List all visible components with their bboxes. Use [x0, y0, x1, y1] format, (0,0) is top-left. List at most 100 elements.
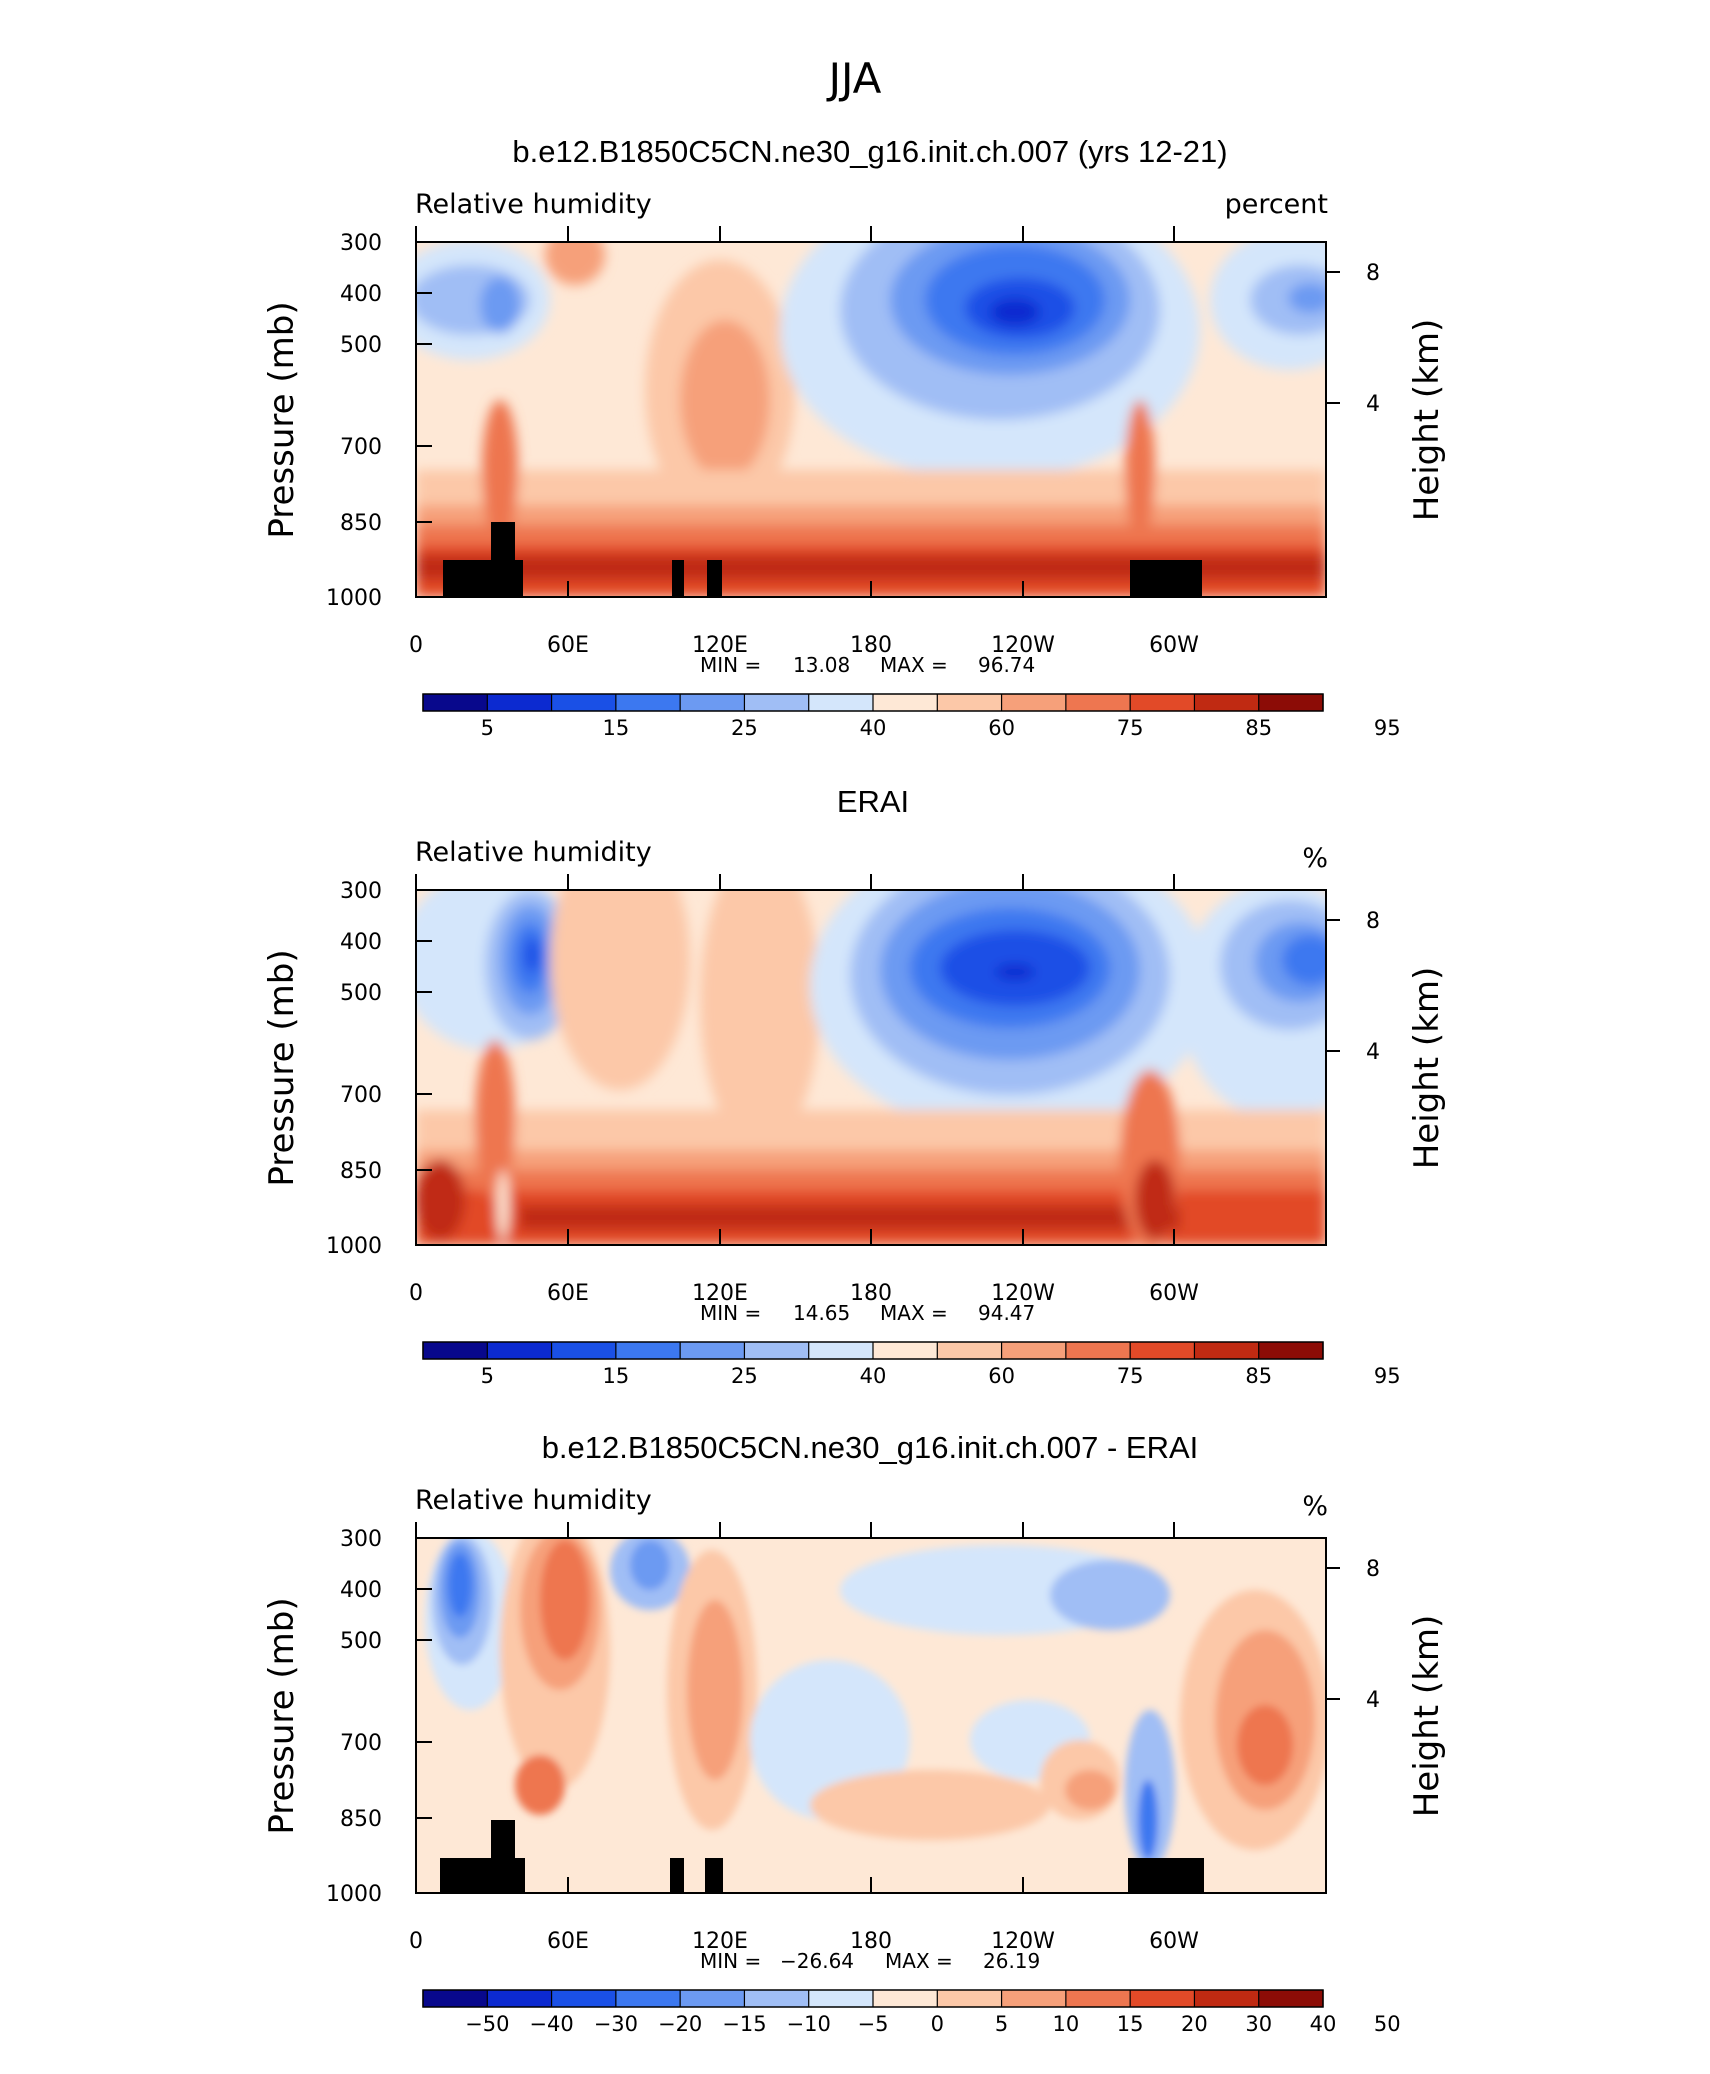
dry-region-west — [524, 937, 540, 973]
wet-bias — [515, 1755, 565, 1815]
colorbar-swatch — [1194, 1990, 1260, 2007]
colorbar-label: 5 — [481, 1364, 494, 1388]
colorbar-swatch — [680, 694, 745, 711]
dry-bias — [1138, 1780, 1158, 1860]
y2-tick-labels: 8 4 — [1366, 909, 1380, 1065]
min-value: 14.65 — [793, 1301, 850, 1325]
colorbar-label: 95 — [1374, 1364, 1401, 1388]
colorbar-swatch — [423, 1990, 488, 2007]
panel-model: b.e12.B1850C5CN.ne30_g16.init.ch.007 (yr… — [262, 134, 1447, 740]
x-tick-label: 0 — [409, 1281, 423, 1306]
x-tick-label: 120E — [692, 633, 748, 658]
min-value: −26.64 — [780, 1949, 854, 1973]
y2-tick-labels: 8 4 — [1366, 261, 1380, 417]
panel-model-right-label: percent — [1225, 189, 1328, 220]
x-tick-label: 0 — [409, 633, 423, 658]
colorbar-swatch — [744, 1990, 810, 2007]
min-label: MIN = — [700, 1301, 761, 1325]
min-value: 13.08 — [793, 653, 850, 677]
colorbar-label: 75 — [1117, 1364, 1144, 1388]
wet-bias — [540, 1540, 590, 1660]
y2-tick-label: 8 — [1366, 1557, 1380, 1582]
y2-axis-title: Height (km) — [1407, 319, 1447, 522]
colorbar-swatch — [1065, 694, 1131, 711]
y-axis-left — [416, 1537, 432, 1894]
y2-tick-label: 4 — [1366, 392, 1380, 417]
max-value: 26.19 — [983, 1949, 1040, 1973]
colorbar-swatch — [1130, 1342, 1195, 1359]
moist-region — [1125, 400, 1155, 540]
colorbar-swatch — [1001, 694, 1067, 711]
colorbar-label: 50 — [1374, 2012, 1401, 2036]
colorbar: 5 15 25 40 60 75 85 95 — [422, 693, 1401, 740]
x-tick-labels: 0 60E 120E 180 120W 60W — [409, 633, 1199, 658]
y-tick-labels: 300 400 500 700 850 1000 — [326, 879, 382, 1259]
y-axis-right — [1326, 1567, 1340, 1700]
wet-bias — [1237, 1705, 1293, 1785]
panel-obs-right-label: % — [1302, 843, 1328, 874]
y2-tick-label: 4 — [1366, 1040, 1380, 1065]
x-tick-label: 60W — [1149, 1281, 1199, 1306]
colorbar-frame — [422, 1989, 1324, 2008]
y-axis-title: Pressure (mb) — [262, 301, 302, 538]
colorbar-swatch — [1001, 1342, 1067, 1359]
colorbar-swatch — [551, 1990, 617, 2007]
topography — [443, 522, 1202, 597]
colorbar-frame — [422, 1341, 1324, 1360]
y-tick-label: 400 — [340, 930, 382, 955]
y-axis-left — [416, 241, 432, 598]
colorbar-label: 60 — [988, 716, 1015, 740]
x-tick-label: 120E — [692, 1929, 748, 1954]
moist-region — [475, 1040, 515, 1200]
max-label: MAX = — [880, 653, 948, 677]
y-tick-label: 700 — [340, 435, 382, 460]
wet-bias — [1065, 1770, 1115, 1810]
colorbar-label: 0 — [931, 2012, 944, 2036]
colorbar-swatch — [423, 1342, 488, 1359]
colorbar-label: 40 — [860, 716, 887, 740]
x-tick-label: 120W — [991, 1281, 1055, 1306]
colorbar-frame — [422, 693, 1324, 712]
y-tick-label: 400 — [340, 1578, 382, 1603]
colorbar-label: 40 — [1310, 2012, 1337, 2036]
panel-obs: ERAI Relative humidity % — [262, 784, 1447, 1388]
y-axis-right — [1326, 919, 1340, 1052]
moist-region — [680, 320, 770, 480]
y2-tick-label: 8 — [1366, 909, 1380, 934]
x-axis-ticks — [415, 1522, 1175, 1893]
contour-field — [416, 890, 1326, 1245]
dry-region-east — [1288, 283, 1326, 313]
dry-core-pacific — [995, 964, 1035, 980]
x-axis-ticks — [415, 226, 1175, 597]
colorbar-swatch — [808, 1342, 874, 1359]
x-axis-ticks — [415, 874, 1175, 1245]
x-tick-label: 0 — [409, 1929, 423, 1954]
colorbar-label: 95 — [1374, 716, 1401, 740]
colorbar-swatch — [1065, 1990, 1131, 2007]
colorbar-swatch — [1130, 1990, 1195, 2007]
x-tick-label: 120W — [991, 633, 1055, 658]
y2-tick-labels: 8 4 — [1366, 1557, 1380, 1713]
colorbar-label: 60 — [988, 1364, 1015, 1388]
y-tick-label: 1000 — [326, 1882, 382, 1907]
x-tick-label: 60E — [547, 633, 589, 658]
colorbar-swatch — [873, 694, 938, 711]
colorbar-label: 85 — [1245, 1364, 1272, 1388]
colorbar-swatch — [808, 694, 874, 711]
colorbar: 5 15 25 40 60 75 85 95 — [422, 1341, 1401, 1388]
moist-region — [482, 400, 518, 540]
dry-region-east — [1250, 265, 1326, 335]
x-tick-labels: 0 60E 120E 180 120W 60W — [409, 1281, 1199, 1306]
colorbar-label: 15 — [602, 1364, 629, 1388]
colorbar-label: −20 — [658, 2012, 702, 2036]
colorbar-swatch — [937, 1342, 1003, 1359]
x-tick-label: 180 — [850, 1929, 892, 1954]
colorbar-label: 75 — [1117, 716, 1144, 740]
y2-tick-label: 4 — [1366, 1688, 1380, 1713]
colorbar-swatch — [1258, 1342, 1324, 1359]
x-tick-label: 60W — [1149, 1929, 1199, 1954]
colorbar-swatch — [808, 1990, 874, 2007]
colorbar-swatch — [1194, 694, 1260, 711]
y-tick-label: 850 — [340, 511, 382, 536]
